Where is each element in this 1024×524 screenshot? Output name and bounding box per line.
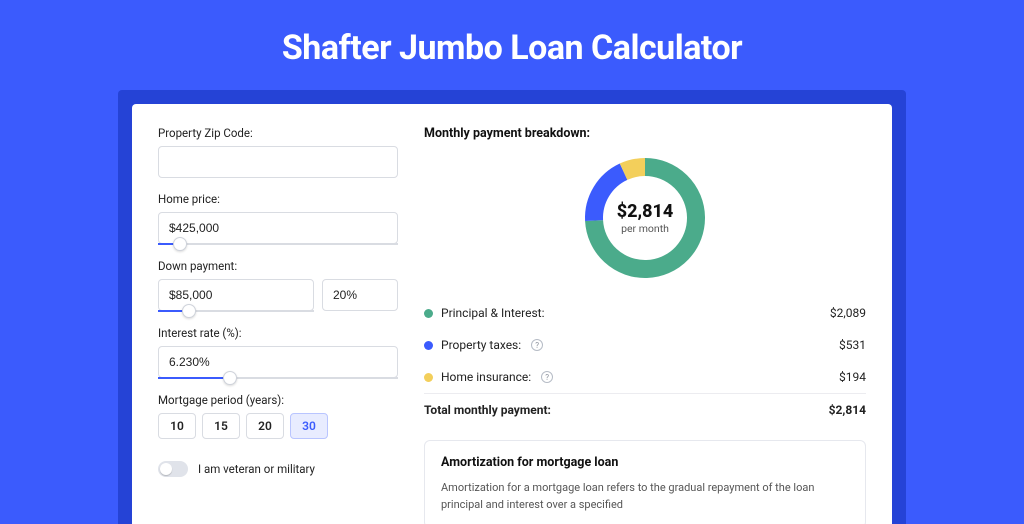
mortgage-period-option-20[interactable]: 20: [246, 413, 284, 439]
veteran-toggle-row: I am veteran or military: [158, 461, 398, 477]
interest-rate-slider[interactable]: [158, 377, 398, 379]
interest-rate-input[interactable]: [158, 346, 398, 378]
breakdown-column: Monthly payment breakdown: $2,814 per mo…: [424, 126, 866, 524]
page-title: Shafter Jumbo Loan Calculator: [0, 0, 1024, 90]
legend-value: $194: [839, 370, 866, 384]
home-price-slider-thumb[interactable]: [173, 237, 187, 251]
zip-label: Property Zip Code:: [158, 126, 398, 140]
legend-dot: [424, 373, 433, 382]
legend-row: Property taxes:? $531: [424, 329, 866, 361]
calculator-card: Property Zip Code: Home price: Down paym…: [132, 104, 892, 524]
down-payment-field-block: Down payment:: [158, 259, 398, 312]
mortgage-period-options: 10152030: [158, 413, 398, 439]
donut-sub: per month: [621, 222, 669, 235]
legend-dot: [424, 309, 433, 318]
legend-row: Home insurance:? $194: [424, 361, 866, 393]
amortization-text: Amortization for a mortgage loan refers …: [441, 480, 849, 513]
legend-label: Home insurance:: [441, 370, 531, 384]
interest-rate-field-block: Interest rate (%):: [158, 326, 398, 379]
mortgage-period-field-block: Mortgage period (years): 10152030: [158, 393, 398, 439]
amortization-box: Amortization for mortgage loan Amortizat…: [424, 440, 866, 524]
down-payment-input[interactable]: [158, 279, 314, 311]
total-label: Total monthly payment:: [424, 403, 551, 417]
legend-row: Principal & Interest: $2,089: [424, 297, 866, 329]
legend-value: $2,089: [830, 306, 866, 320]
legend-dot: [424, 341, 433, 350]
total-value: $2,814: [829, 403, 866, 417]
home-price-slider[interactable]: [158, 243, 398, 245]
donut-center: $2,814 per month: [582, 155, 708, 281]
donut-chart: $2,814 per month: [582, 155, 708, 281]
home-price-input[interactable]: [158, 212, 398, 244]
breakdown-title: Monthly payment breakdown:: [424, 126, 866, 141]
interest-rate-label: Interest rate (%):: [158, 326, 398, 340]
interest-rate-slider-thumb[interactable]: [223, 371, 237, 385]
down-payment-slider-thumb[interactable]: [182, 304, 196, 318]
zip-field-block: Property Zip Code:: [158, 126, 398, 178]
inputs-column: Property Zip Code: Home price: Down paym…: [158, 126, 398, 524]
veteran-toggle-label: I am veteran or military: [198, 462, 315, 476]
donut-amount: $2,814: [617, 201, 674, 222]
legend-list: Principal & Interest: $2,089 Property taxe…: [424, 297, 866, 393]
mortgage-period-option-30[interactable]: 30: [290, 413, 328, 439]
mortgage-period-option-10[interactable]: 10: [158, 413, 196, 439]
veteran-toggle[interactable]: [158, 461, 188, 477]
legend-label: Property taxes:: [441, 338, 521, 352]
total-row: Total monthly payment: $2,814: [424, 393, 866, 426]
veteran-toggle-knob: [160, 463, 172, 475]
donut-wrap: $2,814 per month: [424, 155, 866, 281]
mortgage-period-label: Mortgage period (years):: [158, 393, 398, 407]
down-payment-slider[interactable]: [158, 310, 314, 312]
help-icon[interactable]: ?: [531, 339, 543, 351]
legend-label: Principal & Interest:: [441, 306, 545, 320]
home-price-field-block: Home price:: [158, 192, 398, 245]
help-icon[interactable]: ?: [541, 371, 553, 383]
amortization-title: Amortization for mortgage loan: [441, 455, 849, 470]
mortgage-period-option-15[interactable]: 15: [202, 413, 240, 439]
zip-input[interactable]: [158, 146, 398, 178]
down-payment-pct-input[interactable]: [322, 279, 398, 311]
down-payment-label: Down payment:: [158, 259, 398, 273]
home-price-label: Home price:: [158, 192, 398, 206]
interest-rate-slider-fill: [158, 377, 230, 379]
legend-value: $531: [839, 338, 866, 352]
calculator-card-wrap: Property Zip Code: Home price: Down paym…: [118, 90, 906, 524]
